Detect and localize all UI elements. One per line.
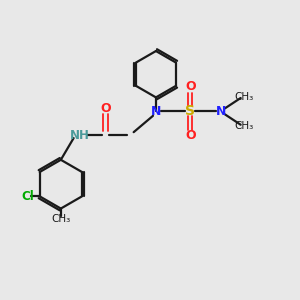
Text: O: O <box>185 129 196 142</box>
Text: S: S <box>185 104 195 118</box>
Text: O: O <box>101 102 111 115</box>
Text: CH₃: CH₃ <box>234 92 253 101</box>
Text: N: N <box>151 105 161 118</box>
Text: Cl: Cl <box>22 190 34 203</box>
Text: N: N <box>216 105 226 118</box>
Text: CH₃: CH₃ <box>51 214 70 224</box>
Text: O: O <box>185 80 196 94</box>
Text: CH₃: CH₃ <box>234 121 253 131</box>
Text: NH: NH <box>70 129 90 142</box>
